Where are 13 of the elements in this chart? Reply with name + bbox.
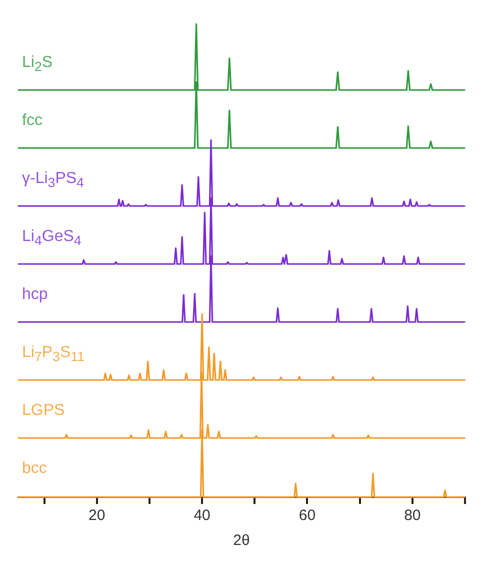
series-label: LGPS	[22, 402, 65, 420]
series-label: Li$_{2}$S	[22, 54, 53, 74]
series-label: hcp	[22, 286, 48, 304]
x-tick-label: 80	[404, 507, 421, 524]
series-label: Li$_{7}$P$_{3}$S$_{11}$	[22, 344, 84, 364]
series-label: bcc	[22, 460, 47, 478]
x-tick-label: 60	[298, 507, 316, 524]
x-tick-label: 20	[88, 507, 106, 524]
x-tick-label: 40	[194, 507, 210, 524]
series-label: γ-Li$_{3}$PS$_{4}$	[22, 170, 84, 190]
series-label: fcc	[22, 112, 42, 130]
series-label: Li$_{4}$GeS$_{4}$	[22, 228, 82, 248]
x-axis-title: 2θ	[233, 532, 250, 550]
